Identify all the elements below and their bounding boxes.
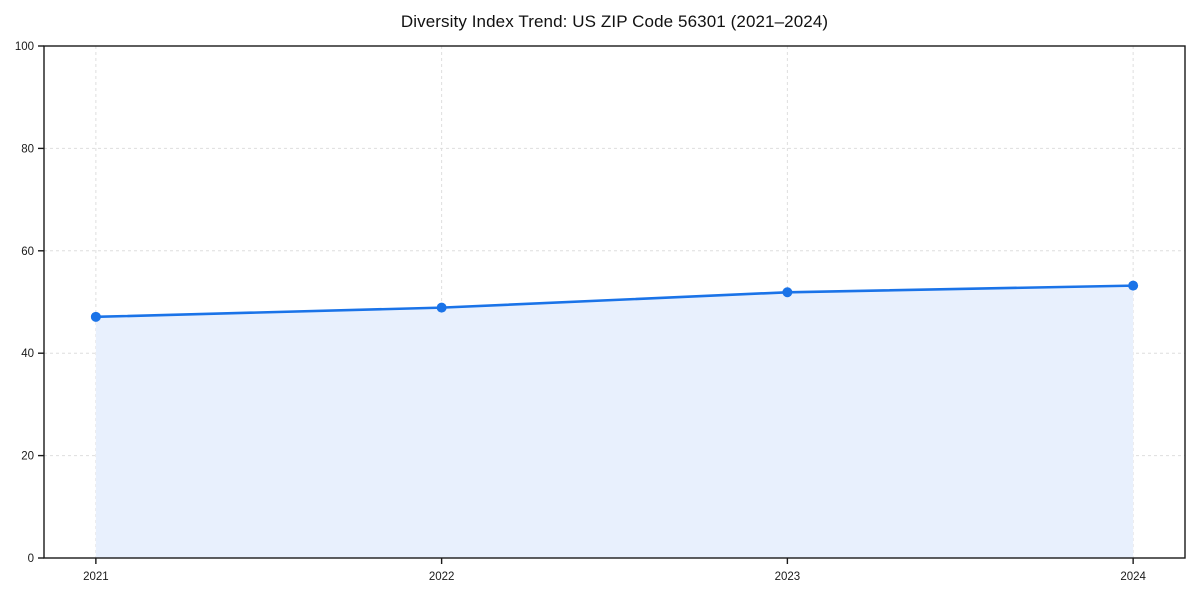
trend-line xyxy=(94,284,1135,319)
y-tick-label: 80 xyxy=(21,143,34,155)
x-tick-label: 2021 xyxy=(83,571,109,583)
x-tick-label: 2024 xyxy=(1120,571,1146,583)
y-tick-label: 60 xyxy=(21,246,34,258)
y-tick-label: 100 xyxy=(15,41,34,53)
data-points xyxy=(90,280,1139,322)
data-point xyxy=(782,287,793,298)
y-tick-label: 20 xyxy=(21,451,34,463)
plot-border xyxy=(43,45,1186,559)
data-point xyxy=(1128,280,1139,291)
axis-ticks: 0 20 40 60 80 100 2021 2022 2023 2024 xyxy=(15,41,1147,583)
data-point xyxy=(436,302,447,313)
data-point xyxy=(90,311,101,322)
y-tick-label: 0 xyxy=(28,553,34,565)
area-fill xyxy=(95,285,1134,558)
x-tick-label: 2022 xyxy=(429,571,455,583)
x-tick-label: 2023 xyxy=(775,571,801,583)
y-tick-label: 40 xyxy=(21,348,34,360)
chart-title: Diversity Index Trend: US ZIP Code 56301… xyxy=(400,12,829,31)
